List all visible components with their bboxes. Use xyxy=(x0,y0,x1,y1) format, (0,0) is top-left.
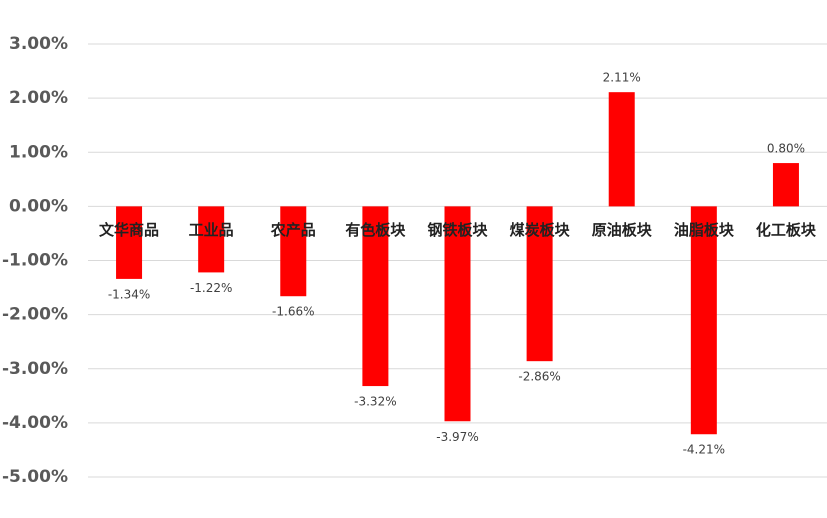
x-tick-label: 化工板块 xyxy=(756,221,817,239)
y-tick-label: -1.00% xyxy=(2,251,68,271)
x-tick-label: 有色板块 xyxy=(345,221,406,239)
y-tick-label: -3.00% xyxy=(2,359,68,379)
y-tick-label: 2.00% xyxy=(9,88,68,108)
bar xyxy=(116,206,143,279)
y-tick-label: -5.00% xyxy=(2,467,68,487)
value-label: -1.22% xyxy=(190,281,232,295)
x-tick-label: 油脂板块 xyxy=(674,221,735,239)
value-label: -3.97% xyxy=(436,430,478,444)
value-label: -1.66% xyxy=(272,305,314,319)
value-label: -3.32% xyxy=(354,395,396,409)
x-tick-label: 煤炭板块 xyxy=(510,221,571,239)
y-tick-label: -4.00% xyxy=(2,413,68,433)
y-tick-label: 0.00% xyxy=(9,196,68,216)
value-label: 2.11% xyxy=(603,71,641,85)
y-tick-label: 1.00% xyxy=(9,142,68,162)
x-tick-label: 工业品 xyxy=(189,221,234,239)
y-tick-label: 3.00% xyxy=(9,34,68,54)
value-label: -4.21% xyxy=(683,443,725,457)
value-label: -1.34% xyxy=(108,287,150,301)
bar xyxy=(526,206,553,362)
value-label: -2.86% xyxy=(518,370,560,384)
bar xyxy=(280,206,307,297)
bar xyxy=(362,206,389,387)
y-tick-label: -2.00% xyxy=(2,305,68,325)
bar xyxy=(772,163,799,207)
bar xyxy=(198,206,225,273)
x-tick-label: 文华商品 xyxy=(99,221,159,239)
x-tick-label: 原油板块 xyxy=(592,221,653,239)
x-tick-label: 钢铁板块 xyxy=(427,221,488,239)
bar xyxy=(608,92,635,207)
bar xyxy=(444,206,471,422)
x-tick-label: 农产品 xyxy=(270,221,316,239)
bar xyxy=(690,206,717,435)
value-label: 0.80% xyxy=(767,142,805,156)
